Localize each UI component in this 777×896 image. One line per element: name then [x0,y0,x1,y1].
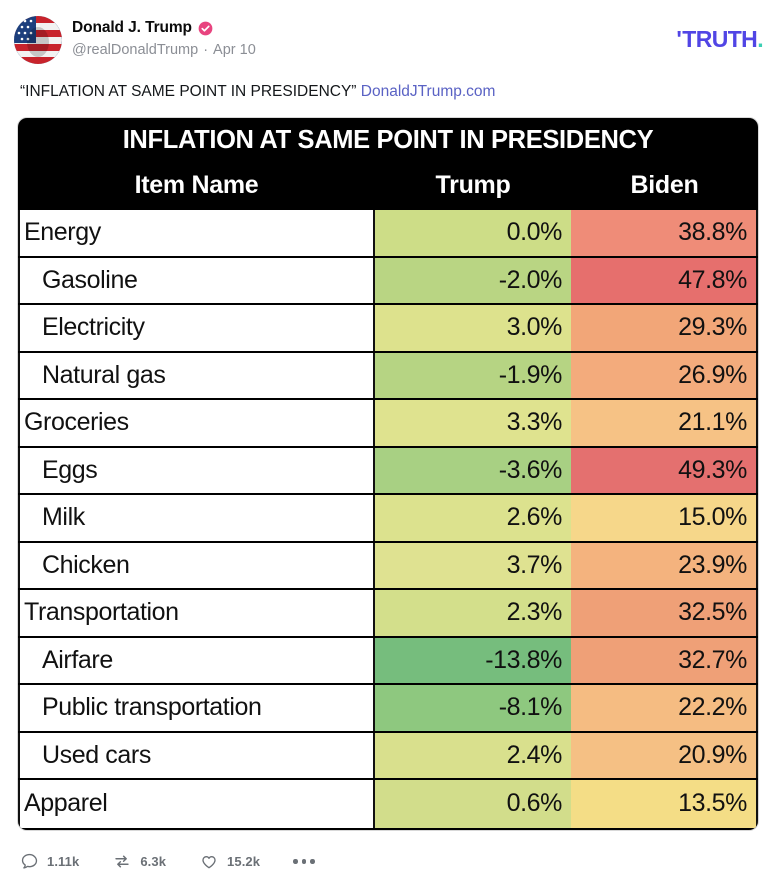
cell-trump-value: 0.0% [375,210,571,256]
comment-action[interactable]: 1.11k [20,852,79,871]
comment-count: 1.11k [47,854,80,869]
cell-item-name: Energy [18,210,375,256]
logo-tick: ' [676,26,682,52]
like-count: 15.2k [227,854,261,869]
table-row: Eggs -3.6% 49.3% [18,447,758,495]
cell-biden-value: 20.9% [571,732,758,778]
retruth-icon [112,852,132,871]
cell-trump-value: -8.1% [375,685,571,731]
cell-trump-value: -2.0% [375,257,571,303]
cell-biden-value: 32.5% [571,590,758,636]
cell-trump-value: -3.6% [375,447,571,493]
table-row: Used cars 2.4% 20.9% [18,732,758,780]
cell-trump-value: 2.3% [375,590,571,636]
table-row: Apparel 0.6% 13.5% [18,780,758,828]
cell-item-name: Public transportation [18,685,375,731]
caption-quote: “INFLATION AT SAME POINT IN PRESIDENCY” [20,83,357,100]
cell-item-name: Airfare [18,637,375,683]
cell-trump-value: 0.6% [375,780,571,828]
table-row: Public transportation -8.1% 22.2% [18,685,758,733]
table-row: Energy 0.0% 38.8% [18,210,758,258]
inflation-table-card[interactable]: INFLATION AT SAME POINT IN PRESIDENCY It… [18,118,758,830]
like-action[interactable]: 15.2k [199,852,260,871]
cell-item-name: Used cars [18,732,375,778]
comment-icon [20,852,39,871]
column-header-biden: Biden [630,170,699,199]
cell-biden-value: 21.1% [571,400,758,446]
cell-item-name: Electricity [18,305,375,351]
table-row: Airfare -13.8% 32.7% [18,637,758,685]
avatar[interactable] [14,16,62,64]
cell-item-name: Apparel [18,780,375,828]
author-display-name: Donald J. Trump [72,19,192,36]
more-options-icon[interactable] [293,859,315,864]
cell-biden-value: 26.9% [571,352,758,398]
column-header-trump: Trump [435,170,511,199]
cell-biden-value: 32.7% [571,637,758,683]
table-body: Energy 0.0% 38.8% Gasoline -2.0% 47.8% Electri… [18,210,758,828]
table-row: Chicken 3.7% 23.9% [18,542,758,590]
cell-trump-value: 3.0% [375,305,571,351]
cell-biden-value: 13.5% [571,780,758,828]
post-caption: “INFLATION AT SAME POINT IN PRESIDENCY” … [20,82,760,103]
retruth-count: 6.3k [140,854,167,869]
cell-trump-value: -13.8% [375,637,571,683]
author-name-row[interactable]: Donald J. Trump [72,19,213,37]
verified-check-icon [198,21,213,36]
table-row: Electricity 3.0% 29.3% [18,305,758,353]
author-handle[interactable]: @realDonaldTrump [72,42,199,58]
cell-item-name: Milk [18,495,375,541]
post-date[interactable]: Apr 10 [213,42,256,58]
table-title: INFLATION AT SAME POINT IN PRESIDENCY [122,125,654,154]
table-row: Transportation 2.3% 32.5% [18,590,758,638]
meta-separator: · [203,42,209,58]
cell-trump-value: 3.7% [375,542,571,588]
table-row: Gasoline -2.0% 47.8% [18,257,758,305]
post-header: Donald J. Trump @realDonaldTrump · Apr 1… [0,0,777,72]
logo-wordmark: TRUTH [682,26,758,52]
cell-item-name: Gasoline [18,257,375,303]
cell-item-name: Transportation [18,590,375,636]
cell-trump-value: 2.6% [375,495,571,541]
cell-item-name: Groceries [18,400,375,446]
cell-trump-value: -1.9% [375,352,571,398]
cell-item-name: Eggs [18,447,375,493]
cell-biden-value: 29.3% [571,305,758,351]
cell-biden-value: 22.2% [571,685,758,731]
retruth-action[interactable]: 6.3k [112,852,166,871]
cell-biden-value: 38.8% [571,210,758,256]
logo-dot: . [757,26,763,52]
cell-item-name: Natural gas [18,352,375,398]
column-header-item-name: Item Name [134,170,259,199]
cell-item-name: Chicken [18,542,375,588]
cell-biden-value: 49.3% [571,447,758,493]
cell-biden-value: 15.0% [571,495,758,541]
table-row: Milk 2.6% 15.0% [18,495,758,543]
table-header-row: Item Name Trump Biden [18,164,758,210]
cell-trump-value: 3.3% [375,400,571,446]
author-meta-row: @realDonaldTrump · Apr 10 [72,42,256,58]
truth-social-logo: ' TRUTH . [676,26,763,53]
cell-biden-value: 23.9% [571,542,758,588]
table-row: Natural gas -1.9% 26.9% [18,352,758,400]
caption-link[interactable]: DonaldJTrump.com [360,83,496,100]
heart-icon [199,852,219,871]
table-row: Groceries 3.3% 21.1% [18,400,758,448]
cell-biden-value: 47.8% [571,257,758,303]
post-actions: 1.11k 6.3k 15.2k [20,852,315,871]
cell-trump-value: 2.4% [375,732,571,778]
